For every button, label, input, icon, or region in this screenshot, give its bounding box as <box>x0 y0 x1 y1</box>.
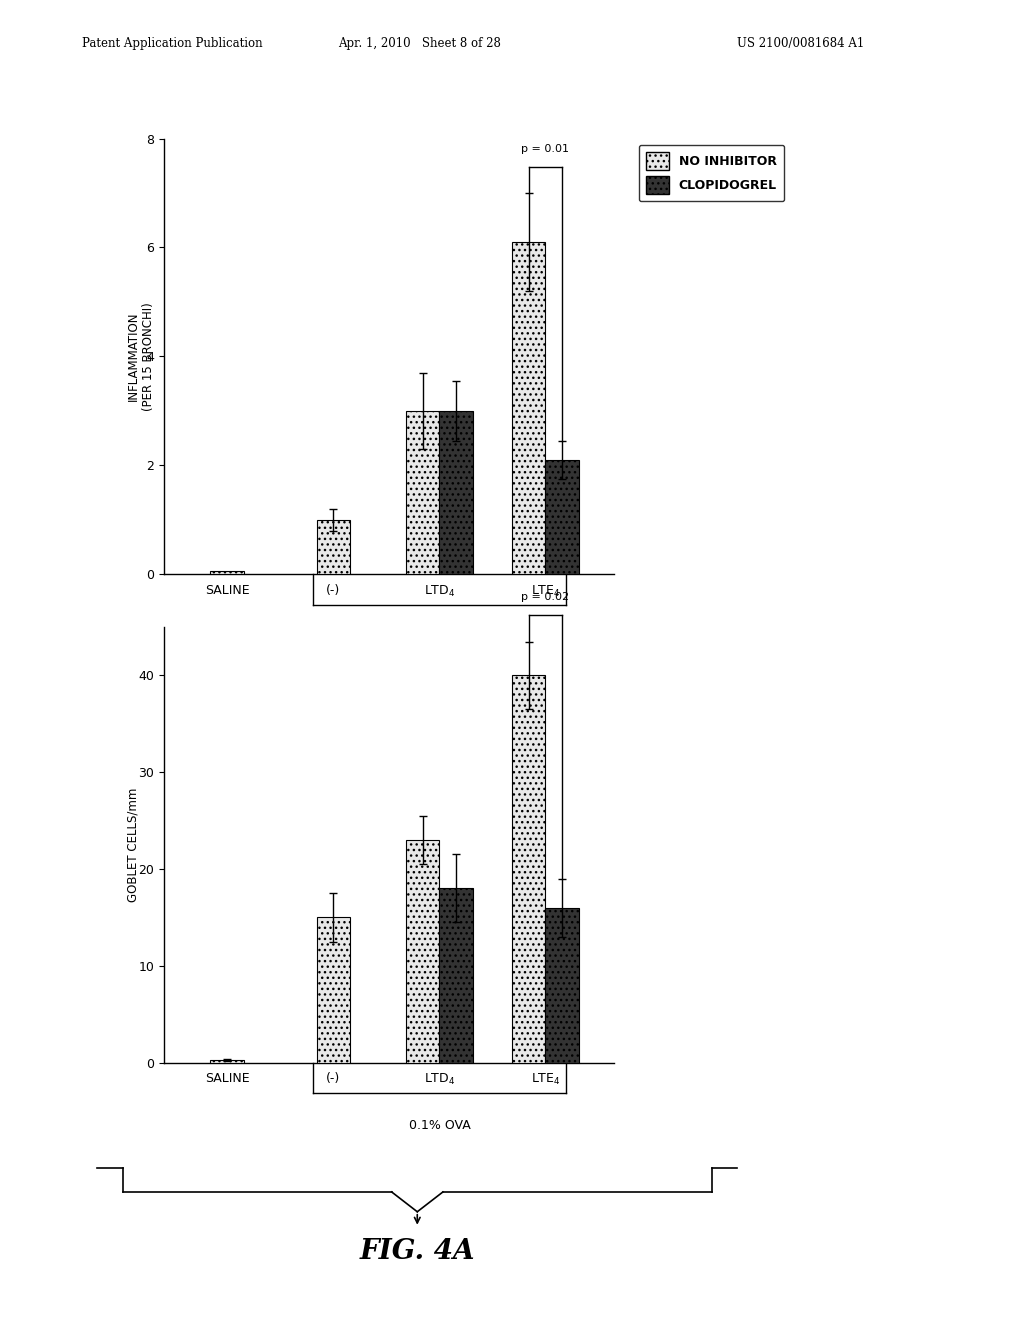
Text: p = 0.01: p = 0.01 <box>521 144 569 154</box>
Bar <box>512 676 546 1063</box>
Text: Apr. 1, 2010   Sheet 8 of 28: Apr. 1, 2010 Sheet 8 of 28 <box>338 37 502 50</box>
Bar <box>439 888 473 1063</box>
Text: p = 0.02: p = 0.02 <box>521 593 569 602</box>
Text: 0.1% OVA: 0.1% OVA <box>409 1119 470 1133</box>
Bar <box>439 411 473 574</box>
Bar <box>546 459 580 574</box>
Legend: NO INHIBITOR, CLOPIDOGREL: NO INHIBITOR, CLOPIDOGREL <box>639 145 784 202</box>
Bar <box>406 411 439 574</box>
Bar <box>316 917 350 1063</box>
Bar <box>406 840 439 1063</box>
Y-axis label: GOBLET CELLS/mm: GOBLET CELLS/mm <box>126 788 139 902</box>
Bar <box>546 908 580 1063</box>
Bar <box>211 1060 245 1063</box>
Text: US 2100/0081684 A1: US 2100/0081684 A1 <box>737 37 864 50</box>
Text: Patent Application Publication: Patent Application Publication <box>82 37 262 50</box>
Bar <box>316 520 350 574</box>
Y-axis label: INFLAMMATION
(PER 15 BRONCHI): INFLAMMATION (PER 15 BRONCHI) <box>127 302 155 411</box>
Bar <box>211 572 245 574</box>
Text: FIG. 4A: FIG. 4A <box>359 1238 475 1265</box>
Bar <box>512 242 546 574</box>
Text: 0.1% OVA: 0.1% OVA <box>409 631 470 644</box>
